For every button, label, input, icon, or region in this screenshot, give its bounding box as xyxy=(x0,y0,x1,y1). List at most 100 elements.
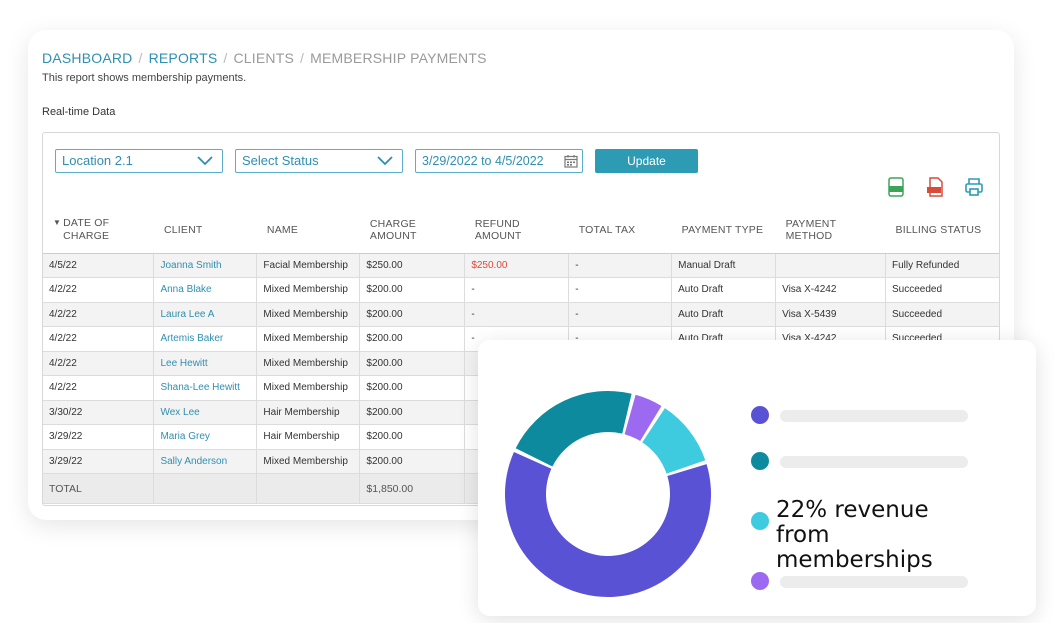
header-refund-amount[interactable]: REFUND AMOUNT xyxy=(464,207,569,254)
cell-billing-status: Fully Refunded xyxy=(885,253,999,278)
cell-client[interactable]: Sally Anderson xyxy=(153,449,258,474)
header-payment-type[interactable]: PAYMENT TYPE xyxy=(671,207,776,254)
update-button[interactable]: Update xyxy=(595,149,698,173)
header-billing-status[interactable]: BILLING STATUS xyxy=(885,207,999,254)
cell-date: 4/2/22 xyxy=(43,375,155,401)
table-row[interactable]: 4/2/22 Laura Lee A Mixed Membership $200.00… xyxy=(43,302,999,327)
cell-charge-amount: $200.00 xyxy=(359,424,466,450)
cell-client[interactable]: Artemis Baker xyxy=(153,326,258,352)
realtime-label: Real-time Data xyxy=(42,106,116,118)
donut-slice xyxy=(642,408,706,474)
cell-charge-amount: $200.00 xyxy=(359,375,466,401)
cell-client[interactable]: Maria Grey xyxy=(153,424,258,450)
header-client[interactable]: CLIENT xyxy=(153,207,257,254)
cell-payment-type: Auto Draft xyxy=(671,277,777,303)
revenue-donut-chart xyxy=(505,391,711,597)
chevron-down-icon xyxy=(197,156,213,166)
table-row[interactable]: 4/2/22 Anna Blake Mixed Membership $200.00 -… xyxy=(43,277,999,303)
cell-charge-amount: $200.00 xyxy=(359,277,466,303)
cell-charge-amount: $200.00 xyxy=(359,400,466,425)
cell-total-tax: - xyxy=(568,277,673,303)
print-icon[interactable] xyxy=(964,177,984,197)
cell-date: 3/29/22 xyxy=(43,424,155,450)
cell-name: Hair Membership xyxy=(256,400,361,425)
cell-billing-status: Succeeded xyxy=(885,277,999,303)
cell-total-tax: - xyxy=(568,253,673,278)
cell-payment-type: Manual Draft xyxy=(671,253,777,278)
location-select[interactable]: Location 2.1 xyxy=(55,149,223,173)
cell-client[interactable]: Shana-Lee Hewitt xyxy=(153,375,258,401)
revenue-caption: 22% revenue from memberships xyxy=(776,497,933,573)
cell-name: Mixed Membership xyxy=(256,351,361,376)
cell-charge-amount: $200.00 xyxy=(359,302,466,327)
cell-name: Mixed Membership xyxy=(256,375,361,401)
total-label: TOTAL xyxy=(43,473,155,504)
cell-total-tax: - xyxy=(568,302,673,327)
cell-charge-amount: $200.00 xyxy=(359,326,466,352)
header-date[interactable]: ▼ DATE OF CHARGE xyxy=(43,207,154,254)
cell-charge-amount: $250.00 xyxy=(359,253,466,278)
donut-slice xyxy=(624,394,662,441)
cell-date: 3/30/22 xyxy=(43,400,155,425)
date-range-input[interactable]: 3/29/2022 to 4/5/2022 xyxy=(415,149,583,173)
cell-name: Mixed Membership xyxy=(256,326,361,352)
sort-desc-icon: ▼ xyxy=(53,217,62,227)
legend-placeholder-bar xyxy=(780,576,968,588)
cell-date: 4/2/22 xyxy=(43,326,155,352)
legend-placeholder-bar xyxy=(780,456,968,468)
cell-client[interactable]: Anna Blake xyxy=(153,277,258,303)
breadcrumb: DASHBOARD / REPORTS / CLIENTS / MEMBERSHIP PAY… xyxy=(42,50,487,66)
cell-payment-method: Visa X-5439 xyxy=(775,302,886,327)
breadcrumb-separator: / xyxy=(223,50,228,66)
cell-client[interactable]: Lee Hewitt xyxy=(153,351,258,376)
cell-payment-type: Auto Draft xyxy=(671,302,777,327)
cell-billing-status: Succeeded xyxy=(885,302,999,327)
legend-dot xyxy=(751,452,769,470)
donut-slice xyxy=(505,452,711,597)
breadcrumb-clients[interactable]: CLIENTS xyxy=(233,50,295,66)
legend-placeholder-bar xyxy=(780,410,968,422)
cell-refund-amount: - xyxy=(464,302,570,327)
breadcrumb-separator: / xyxy=(138,50,143,66)
breadcrumb-reports[interactable]: REPORTS xyxy=(148,50,218,66)
header-payment-method[interactable]: PAYMENT METHOD xyxy=(775,207,886,254)
pdf-icon[interactable] xyxy=(925,177,945,197)
cell-name: Facial Membership xyxy=(256,253,361,278)
header-name[interactable]: NAME xyxy=(256,207,360,254)
csv-icon[interactable] xyxy=(886,177,906,197)
donut-slice xyxy=(515,391,632,467)
revenue-overlay-card: 22% revenue from memberships xyxy=(478,340,1036,616)
breadcrumb-separator: / xyxy=(300,50,305,66)
cell-charge-amount: $200.00 xyxy=(359,351,466,376)
date-range-value: 3/29/2022 to 4/5/2022 xyxy=(422,154,544,168)
table-header-row: ▼ DATE OF CHARGE CLIENT NAME CHARGE AMOUN… xyxy=(43,207,999,254)
cell-client[interactable]: Laura Lee A xyxy=(153,302,258,327)
cell-date: 3/29/22 xyxy=(43,449,155,474)
breadcrumb-dashboard[interactable]: DASHBOARD xyxy=(42,50,133,66)
breadcrumb-current: MEMBERSHIP PAYMENTS xyxy=(310,50,487,66)
total-empty-cell xyxy=(256,473,361,504)
table-row[interactable]: 4/5/22 Joanna Smith Facial Membership $250.… xyxy=(43,253,999,278)
cell-client[interactable]: Joanna Smith xyxy=(153,253,258,278)
legend-dot xyxy=(751,572,769,590)
cell-name: Mixed Membership xyxy=(256,302,361,327)
cell-name: Mixed Membership xyxy=(256,449,361,474)
cell-name: Hair Membership xyxy=(256,424,361,450)
calendar-icon[interactable] xyxy=(564,154,578,168)
header-charge-amount[interactable]: CHARGE AMOUNT xyxy=(359,207,465,254)
legend-dot xyxy=(751,406,769,424)
status-select[interactable]: Select Status xyxy=(235,149,403,173)
location-select-value: Location 2.1 xyxy=(62,153,133,168)
legend-dot xyxy=(751,512,769,530)
cell-date: 4/2/22 xyxy=(43,302,155,327)
total-empty-cell xyxy=(153,473,258,504)
cell-client[interactable]: Wex Lee xyxy=(153,400,258,425)
cell-name: Mixed Membership xyxy=(256,277,361,303)
total-charge-amount: $1,850.00 xyxy=(359,473,466,504)
header-date-label: DATE OF CHARGE xyxy=(63,216,110,242)
cell-date: 4/5/22 xyxy=(43,253,155,278)
cell-date: 4/2/22 xyxy=(43,277,155,303)
header-total-tax[interactable]: TOTAL TAX xyxy=(568,207,672,254)
cell-charge-amount: $200.00 xyxy=(359,449,466,474)
page-description: This report shows membership payments. xyxy=(42,72,247,84)
